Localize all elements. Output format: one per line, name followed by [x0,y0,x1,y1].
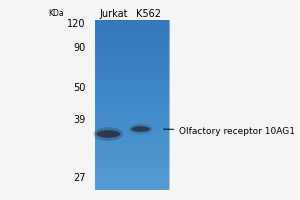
Text: 90: 90 [74,43,86,53]
Text: K562: K562 [136,9,161,19]
Text: 50: 50 [74,83,86,93]
Text: 39: 39 [74,115,86,125]
Ellipse shape [97,130,120,138]
Text: Olfactory receptor 10AG1: Olfactory receptor 10AG1 [164,127,296,136]
Text: 27: 27 [74,173,86,183]
Text: 120: 120 [68,19,86,29]
Text: KDa: KDa [48,9,64,18]
Ellipse shape [94,127,123,141]
Text: Jurkat: Jurkat [99,9,128,19]
Ellipse shape [131,126,150,132]
Ellipse shape [129,124,152,134]
Bar [95,20,170,190]
